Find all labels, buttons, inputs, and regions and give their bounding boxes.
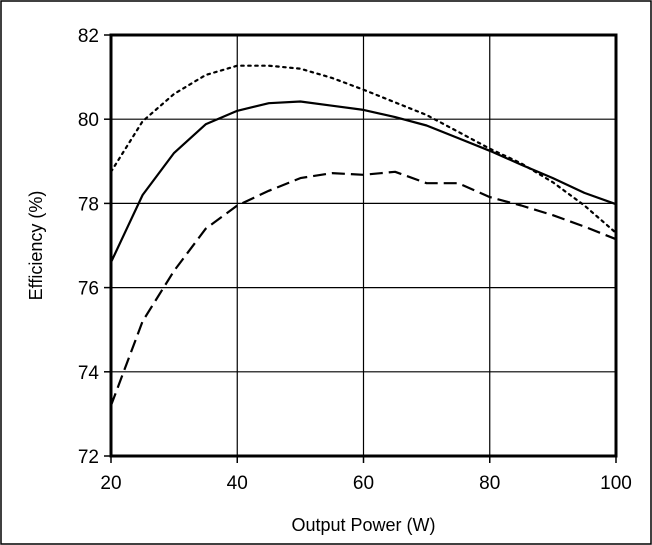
y-tick-label: 74 [78, 363, 100, 384]
series-line-solid [110, 100, 617, 263]
x-axis-title: Output Power (W) [291, 515, 435, 535]
series-line-dotted [109, 64, 618, 234]
x-tick-label: 60 [353, 473, 374, 494]
y-tick-label: 78 [78, 194, 99, 215]
y-axis-title: Efficiency (%) [26, 191, 46, 301]
y-tick-label: 76 [78, 279, 99, 300]
series-layer [109, 64, 618, 406]
x-tick-label: 80 [479, 473, 500, 494]
series-line-dashed [109, 170, 617, 406]
y-tick-label: 82 [78, 26, 99, 47]
x-tick-label: 100 [600, 473, 632, 494]
tick-labels: 72 74 76 78 80 82 20 40 60 80 100 [78, 26, 632, 494]
x-tick-label: 20 [100, 473, 121, 494]
y-tick-label: 72 [78, 447, 99, 468]
y-tick-label: 80 [78, 110, 99, 131]
x-tick-label: 40 [227, 473, 248, 494]
